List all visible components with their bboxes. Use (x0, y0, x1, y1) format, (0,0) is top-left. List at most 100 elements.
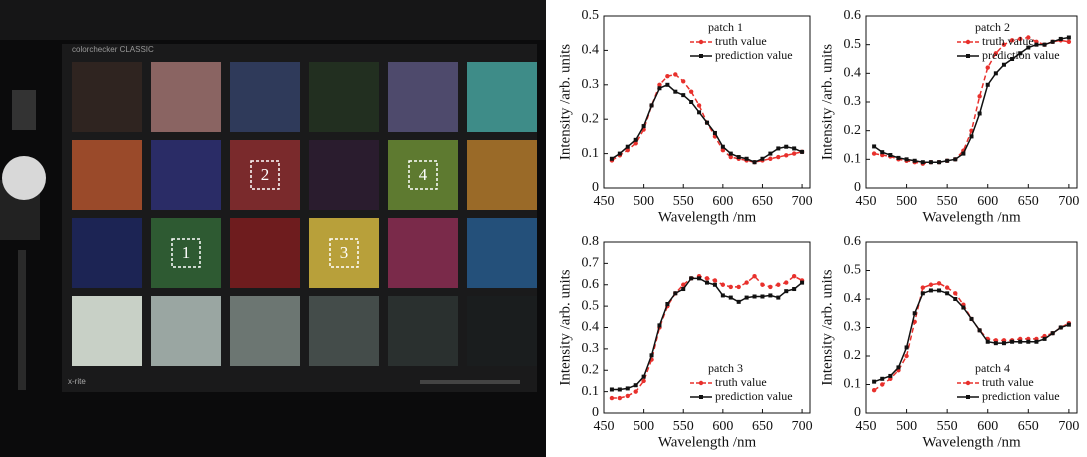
point (697, 110, 702, 115)
series-line (611, 73, 803, 163)
point (1042, 42, 1047, 47)
patch-label: 3 (340, 243, 349, 262)
point (689, 276, 694, 281)
legend-marker (698, 39, 704, 45)
y-tick-label: 0.5 (844, 263, 862, 278)
legend-label: truth value (715, 375, 767, 389)
point (657, 82, 662, 88)
x-tick-label: 500 (896, 419, 917, 434)
point (928, 160, 933, 165)
patch-marker (171, 238, 201, 268)
color-patch (467, 62, 537, 132)
legend-marker (966, 54, 970, 58)
plot-frame (603, 241, 811, 414)
color-patch (388, 62, 458, 132)
point (985, 339, 990, 344)
point (791, 151, 797, 156)
color-patch (230, 140, 300, 210)
y-tick-label: 0.6 (844, 8, 862, 23)
point (665, 82, 670, 87)
x-tick-label: 550 (937, 419, 958, 434)
x-axis-label: Wavelength /nm (658, 209, 757, 225)
point (1026, 45, 1031, 50)
plot-frame (865, 241, 1078, 414)
point (688, 89, 694, 94)
point (937, 288, 942, 293)
point (744, 295, 749, 300)
point (617, 151, 622, 156)
point (617, 387, 622, 392)
point (720, 293, 725, 298)
point (704, 276, 710, 281)
point (871, 151, 877, 156)
y-axis-label: Intensity /arb. units (819, 44, 835, 160)
point (752, 294, 757, 299)
y-tick-label: 0.6 (844, 234, 862, 249)
brand: colorchecker CLASSIC (72, 45, 154, 54)
point (1058, 36, 1063, 41)
point (633, 389, 638, 394)
patch-marker (250, 160, 280, 190)
point (720, 147, 726, 153)
point (712, 282, 717, 287)
point (784, 144, 789, 149)
point (961, 305, 966, 310)
x-tick-label: 700 (1058, 419, 1079, 434)
point (896, 155, 901, 160)
photo: colorchecker CLASSIC x-rite 1 2 3 4 (0, 0, 546, 457)
point (625, 144, 630, 149)
point (945, 158, 950, 163)
y-tick-label: 0.6 (582, 277, 600, 292)
color-patch (230, 218, 300, 288)
x-tick-label: 600 (712, 194, 733, 209)
y-tick-label: 0.5 (582, 298, 600, 313)
point (1034, 42, 1039, 47)
point (625, 393, 630, 399)
point (961, 151, 966, 156)
color-patch (151, 140, 221, 210)
point (681, 282, 686, 287)
point (1018, 51, 1023, 56)
legend-title: patch 4 (975, 361, 1010, 375)
point (736, 155, 741, 160)
point (728, 154, 733, 160)
x-tick-label: 500 (633, 419, 654, 434)
point (641, 374, 646, 379)
point (1017, 36, 1023, 42)
point (1009, 38, 1015, 43)
color-patch (467, 218, 537, 288)
y-tick-label: 0.4 (844, 291, 862, 306)
y-tick-label: 0.7 (582, 256, 600, 271)
point (977, 328, 982, 333)
point (752, 160, 757, 165)
legend-marker (965, 39, 971, 45)
point (791, 274, 797, 279)
point (945, 291, 950, 296)
point (953, 297, 958, 301)
point (681, 79, 686, 84)
y-tick-label: 0.4 (844, 66, 862, 81)
patch-label: 1 (182, 243, 191, 262)
color-patch (72, 218, 142, 288)
y-tick-label: 0.4 (582, 320, 600, 335)
point (1066, 322, 1071, 327)
y-tick-label: 0.5 (844, 37, 862, 52)
point (665, 74, 670, 79)
point (673, 72, 678, 77)
point (936, 281, 942, 286)
x-tick-label: 600 (712, 419, 733, 434)
point (993, 341, 998, 346)
point (720, 282, 726, 287)
point (944, 285, 950, 290)
point (928, 282, 934, 287)
x-tick-label: 550 (937, 194, 958, 209)
y-tick-label: 0.1 (582, 384, 600, 399)
legend-title: patch 1 (708, 20, 743, 34)
point (681, 93, 686, 98)
point (649, 103, 654, 108)
color-patch (72, 62, 142, 132)
point (1026, 339, 1031, 344)
point (641, 124, 646, 129)
plot-frame (603, 15, 811, 189)
point (953, 157, 958, 162)
